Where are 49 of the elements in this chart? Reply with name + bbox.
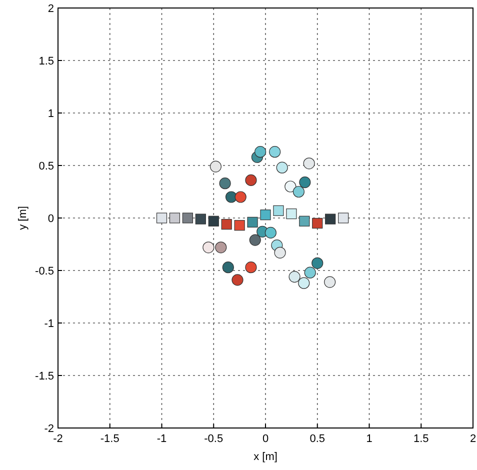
point	[202, 242, 214, 254]
point	[234, 220, 245, 231]
point	[254, 146, 266, 158]
point	[249, 234, 261, 246]
y-tick-label: -1.5	[35, 370, 54, 382]
y-tick-label: 0.5	[38, 160, 54, 172]
y-tick-label: -2	[44, 423, 54, 435]
point	[182, 212, 193, 224]
point	[269, 146, 281, 158]
point	[215, 242, 227, 254]
point	[273, 205, 284, 216]
y-tick-label: 2	[48, 3, 54, 15]
point	[274, 246, 286, 258]
point	[338, 212, 349, 224]
y-tick-label: -1	[44, 318, 54, 330]
y-tick-label: -0.5	[35, 266, 54, 278]
point	[210, 160, 222, 172]
point	[195, 214, 206, 224]
point	[208, 216, 219, 226]
x-tick-label: 1.5	[413, 433, 429, 445]
x-tick-label: -0.5	[204, 433, 224, 445]
point	[156, 212, 168, 224]
point	[264, 226, 276, 238]
point	[299, 176, 311, 188]
x-tick-label: 0.5	[310, 433, 326, 445]
x-tick-label: 2	[470, 433, 476, 445]
point	[286, 208, 297, 220]
x-tick-label: 0	[262, 433, 269, 445]
point	[324, 276, 336, 288]
x-tick-label: -1.5	[100, 433, 120, 445]
point	[219, 178, 231, 190]
point	[284, 180, 296, 192]
point	[260, 210, 271, 220]
x-tick-label: 1	[366, 433, 372, 445]
point	[247, 216, 258, 228]
point	[299, 216, 310, 226]
point	[292, 186, 304, 198]
point	[288, 271, 300, 283]
y-axis-title: y [m]	[17, 206, 29, 230]
point	[234, 191, 246, 203]
x-tick-label: -1	[156, 433, 167, 445]
y-tick-label: 1	[48, 108, 54, 120]
point	[298, 277, 310, 289]
y-tick-label: 0	[48, 213, 54, 225]
point	[325, 214, 336, 224]
x-axis-title: x [m]	[254, 451, 278, 463]
point	[276, 162, 288, 174]
y-tick-label: 1.5	[38, 56, 54, 68]
point	[169, 212, 180, 224]
